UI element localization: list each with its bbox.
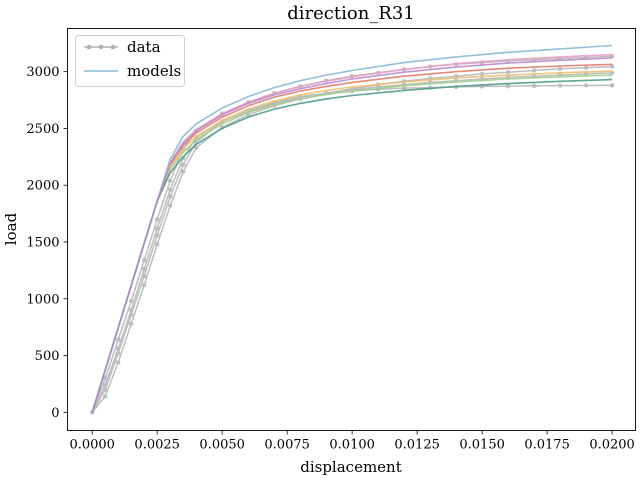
data-point bbox=[155, 242, 160, 247]
x-tick-label: 0.0150 bbox=[459, 438, 505, 453]
data-point bbox=[155, 217, 160, 222]
model-series-line bbox=[91, 70, 613, 413]
data-point bbox=[116, 337, 121, 342]
data-series-line bbox=[91, 65, 613, 413]
x-axis-ticks: 0.0000 0.0025 0.0050 0.0075 0.0100 0.0125 0.01… bbox=[69, 430, 635, 453]
data-point bbox=[103, 394, 108, 399]
data-point bbox=[583, 71, 589, 77]
data-point bbox=[557, 83, 563, 88]
y-tick-label: 0 bbox=[51, 406, 59, 421]
model-series-line bbox=[91, 57, 613, 413]
data-series-line bbox=[91, 84, 613, 413]
data-point bbox=[531, 83, 537, 89]
legend-data-marker bbox=[86, 44, 92, 50]
y-tick-label: 3000 bbox=[26, 65, 59, 80]
data-point bbox=[583, 65, 589, 70]
x-tick-label: 0.0100 bbox=[329, 438, 375, 453]
y-tick-label: 2500 bbox=[26, 122, 59, 137]
data-point bbox=[168, 194, 173, 199]
x-tick-label: 0.0050 bbox=[199, 438, 245, 453]
x-tick-label: 0.0125 bbox=[394, 438, 440, 453]
x-tick-label: 0.0175 bbox=[524, 438, 570, 453]
data-point bbox=[142, 273, 147, 279]
y-axis-ticks: 0 500 1000 1500 2000 2500 3000 bbox=[26, 65, 68, 421]
legend-models-label: models bbox=[127, 62, 181, 80]
data-point bbox=[142, 282, 147, 288]
data-point bbox=[181, 162, 186, 167]
model-series-line bbox=[91, 78, 613, 413]
data-point bbox=[168, 178, 173, 183]
data-point bbox=[168, 203, 173, 208]
y-axis-label: load bbox=[2, 212, 20, 245]
data-point bbox=[609, 64, 615, 69]
data-series-line bbox=[91, 55, 613, 413]
data-point bbox=[129, 321, 134, 326]
x-tick-label: 0.0075 bbox=[264, 438, 310, 453]
data-point bbox=[557, 66, 563, 72]
data-point bbox=[129, 298, 134, 304]
data-point bbox=[505, 70, 511, 75]
y-tick-label: 1000 bbox=[26, 292, 59, 307]
data-point bbox=[103, 387, 108, 392]
x-tick-label: 0.0025 bbox=[134, 438, 180, 453]
data-point bbox=[505, 84, 511, 89]
legend: data models bbox=[75, 35, 185, 87]
legend-data-label: data bbox=[127, 38, 161, 56]
x-tick-label: 0.0200 bbox=[589, 438, 635, 453]
chart-title: direction_R31 bbox=[287, 3, 415, 24]
data-point bbox=[583, 83, 589, 88]
data-point bbox=[194, 145, 199, 150]
legend-data-marker bbox=[98, 44, 104, 50]
series-layer bbox=[90, 44, 615, 415]
y-tick-label: 1500 bbox=[26, 235, 59, 250]
data-point bbox=[181, 169, 186, 174]
data-point bbox=[531, 68, 537, 73]
data-point bbox=[155, 233, 160, 238]
data-point bbox=[129, 312, 134, 317]
model-series-line bbox=[91, 53, 613, 413]
data-point bbox=[155, 226, 160, 231]
data-point bbox=[168, 187, 173, 192]
x-tick-label: 0.0000 bbox=[69, 438, 115, 453]
data-point bbox=[609, 83, 615, 88]
model-series-line bbox=[91, 63, 613, 413]
model-series-line bbox=[91, 74, 613, 413]
data-series-line bbox=[91, 72, 613, 413]
data-point bbox=[116, 360, 121, 365]
data-point bbox=[103, 376, 108, 381]
model-series-line bbox=[91, 44, 613, 413]
y-tick-label: 500 bbox=[35, 349, 60, 364]
legend-data-marker bbox=[110, 44, 116, 50]
plot-frame bbox=[67, 28, 636, 431]
data-point bbox=[142, 258, 147, 263]
data-point bbox=[479, 71, 485, 77]
x-axis-label: displacement bbox=[300, 458, 402, 476]
data-point bbox=[401, 85, 407, 91]
data-point bbox=[116, 351, 121, 356]
y-tick-label: 2000 bbox=[26, 179, 59, 194]
